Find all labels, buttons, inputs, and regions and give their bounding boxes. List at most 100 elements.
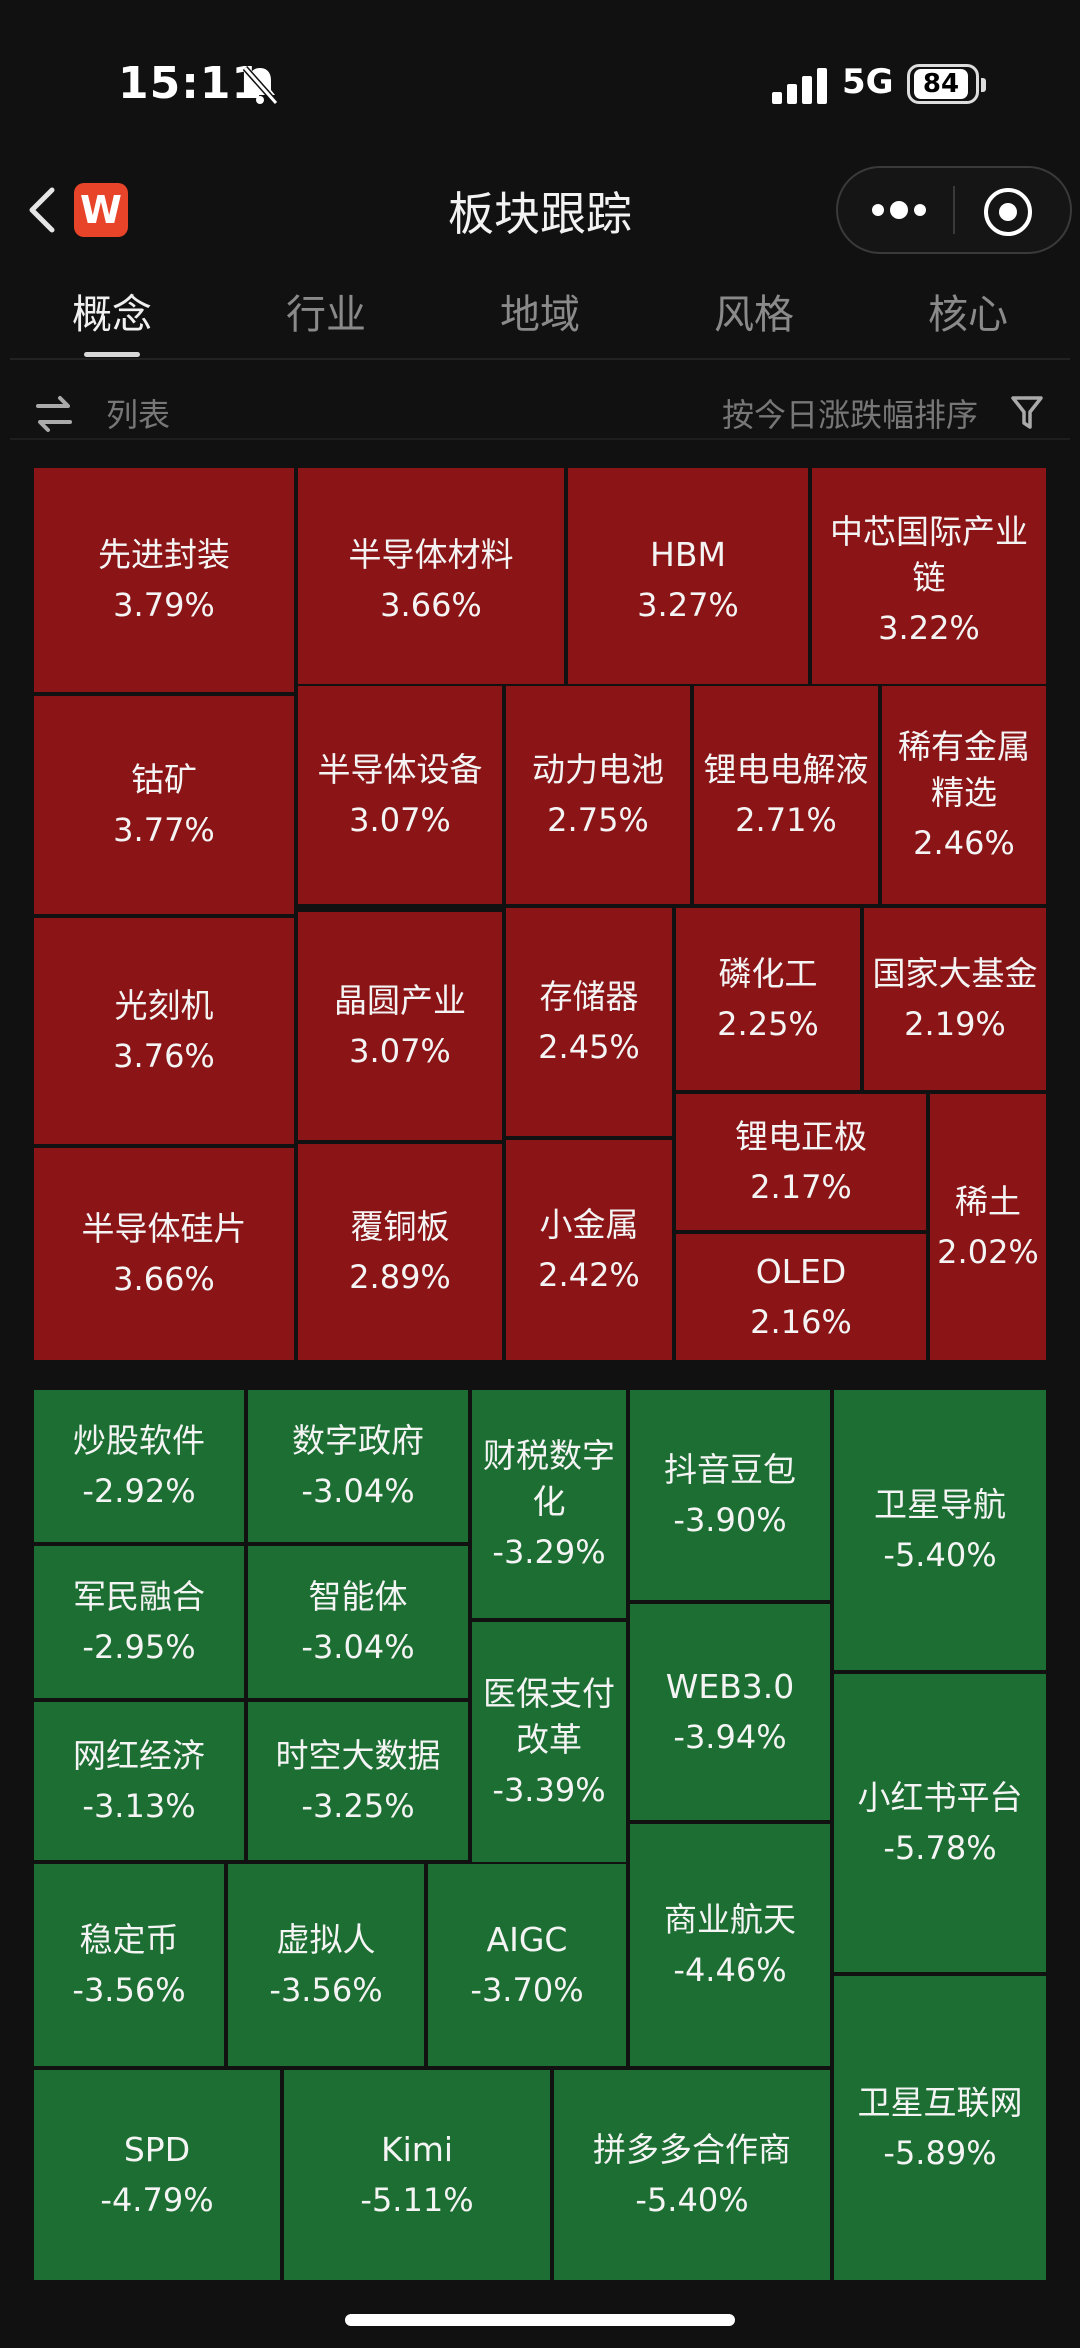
sector-name: 稳定币	[79, 1920, 179, 1959]
sector-change: 2.25%	[717, 1005, 819, 1043]
sector-change: -3.25%	[301, 1787, 415, 1825]
sector-tile[interactable]: 先进封装 3.79%	[32, 466, 296, 694]
sector-name: 拼多多合作商	[593, 2130, 791, 2169]
battery-level: 84	[914, 69, 968, 99]
tab-concept[interactable]: 概念	[72, 292, 152, 338]
sector-name: 网红经济	[73, 1736, 205, 1775]
sector-tile[interactable]: 动力电池 2.75%	[504, 684, 692, 906]
sector-name: 半导体设备	[317, 750, 483, 789]
sector-tile[interactable]: 小金属 2.42%	[504, 1138, 674, 1362]
sector-tile[interactable]: HBM 3.27%	[566, 466, 810, 694]
sector-change: -3.04%	[301, 1472, 415, 1510]
sector-tile[interactable]: 晶圆产业 3.07%	[296, 910, 504, 1142]
sector-tile[interactable]: 数字政府 -3.04%	[246, 1388, 470, 1544]
sector-name: 半导体硅片	[81, 1209, 247, 1248]
sector-name: Kimi	[380, 2130, 454, 2169]
sector-tile[interactable]: 稀土 2.02%	[928, 1092, 1048, 1362]
sector-tile[interactable]: 财税数字化 -3.29%	[470, 1388, 628, 1620]
sector-tile[interactable]: 炒股软件 -2.92%	[32, 1388, 246, 1544]
sector-change: -3.90%	[673, 1501, 787, 1539]
sector-name: 先进封装	[98, 535, 230, 574]
sector-tile[interactable]: 拼多多合作商 -5.40%	[552, 2068, 832, 2282]
sector-change: 2.89%	[349, 1258, 451, 1296]
sector-change: -3.70%	[470, 1971, 584, 2009]
sector-name: 数字政府	[292, 1421, 424, 1460]
sector-name: 存储器	[539, 977, 639, 1016]
sector-tile[interactable]: 国家大基金 2.19%	[862, 906, 1048, 1092]
sector-tile[interactable]: 医保支付改革 -3.39%	[470, 1620, 628, 1864]
sector-tile[interactable]: 存储器 2.45%	[504, 906, 674, 1138]
sector-tile[interactable]: 商业航天 -4.46%	[628, 1822, 832, 2068]
sector-tile[interactable]: 军民融合 -2.95%	[32, 1544, 246, 1700]
sector-change: 2.46%	[913, 824, 1015, 862]
sector-change: -5.78%	[883, 1829, 997, 1867]
sort-label[interactable]: 按今日涨跌幅排序	[721, 396, 978, 434]
sector-name: 覆铜板	[350, 1207, 450, 1246]
sector-tile[interactable]: 磷化工 2.25%	[674, 906, 862, 1092]
sector-tile[interactable]: 光刻机 3.76%	[32, 916, 296, 1146]
tab-active-indicator	[84, 352, 140, 357]
tab-style[interactable]: 风格	[714, 292, 794, 338]
sector-tile[interactable]: 时空大数据 -3.25%	[246, 1700, 470, 1862]
sector-tile[interactable]: 虚拟人 -3.56%	[226, 1862, 426, 2068]
sector-tile[interactable]: 抖音豆包 -3.90%	[628, 1388, 832, 1602]
sector-name: 稀土	[955, 1182, 1021, 1221]
sector-tile[interactable]: 智能体 -3.04%	[246, 1544, 470, 1700]
sector-tile[interactable]: 覆铜板 2.89%	[296, 1142, 504, 1362]
sector-tile[interactable]: 半导体硅片 3.66%	[32, 1146, 296, 1362]
sector-change: -5.40%	[883, 1536, 997, 1574]
mute-bell-icon	[242, 66, 279, 105]
sector-change: -3.04%	[301, 1628, 415, 1666]
sector-tile[interactable]: AIGC -3.70%	[426, 1862, 628, 2068]
list-toggle-label[interactable]: 列表	[106, 396, 171, 434]
battery-icon: 84	[907, 64, 979, 104]
sector-tile[interactable]: 钴矿 3.77%	[32, 694, 296, 916]
sector-name: 晶圆产业	[334, 981, 466, 1020]
sector-name: 时空大数据	[275, 1736, 441, 1775]
sector-tile[interactable]: WEB3.0 -3.94%	[628, 1602, 832, 1822]
sector-tile[interactable]: 锂电电解液 2.71%	[692, 684, 880, 906]
sector-change: 3.76%	[113, 1037, 215, 1075]
sector-name: SPD	[123, 2130, 191, 2169]
close-target-icon[interactable]	[982, 186, 1034, 238]
sector-name: 半导体材料	[348, 535, 514, 574]
sector-change: -3.29%	[492, 1533, 606, 1571]
sector-tile[interactable]: 稳定币 -3.56%	[32, 1862, 226, 2068]
filter-icon[interactable]	[1010, 394, 1044, 432]
sector-tile[interactable]: 锂电正极 2.17%	[674, 1092, 928, 1232]
sector-name: 国家大基金	[872, 954, 1038, 993]
sector-change: 2.45%	[538, 1028, 640, 1066]
sector-tile[interactable]: 半导体设备 3.07%	[296, 684, 504, 906]
sector-name: 卫星互联网	[857, 2083, 1023, 2122]
sector-name: HBM	[650, 535, 726, 574]
swap-arrows-icon[interactable]	[34, 394, 74, 434]
tab-bar: 概念 行业 地域 风格 核心	[0, 282, 1080, 352]
more-dots-icon[interactable]	[864, 190, 934, 230]
sector-tile[interactable]: 卫星导航 -5.40%	[832, 1388, 1048, 1672]
sector-tile[interactable]: 小红书平台 -5.78%	[832, 1672, 1048, 1974]
sector-tile[interactable]: 中芯国际产业链 3.22%	[810, 466, 1048, 694]
sector-change: -5.89%	[883, 2134, 997, 2172]
page-title: 板块跟踪	[448, 187, 632, 241]
sector-name: 炒股软件	[73, 1421, 205, 1460]
sector-name: 虚拟人	[276, 1920, 376, 1959]
sector-tile[interactable]: 稀有金属精选 2.46%	[880, 684, 1048, 906]
sector-change: -2.95%	[82, 1628, 196, 1666]
tab-core[interactable]: 核心	[928, 292, 1008, 338]
signal-icon	[772, 68, 827, 104]
sector-tile[interactable]: Kimi -5.11%	[282, 2068, 552, 2282]
sector-change: -3.39%	[492, 1771, 606, 1809]
sector-change: -2.92%	[82, 1472, 196, 1510]
tab-industry[interactable]: 行业	[286, 292, 366, 338]
sector-change: -5.40%	[635, 2181, 749, 2219]
sector-tile[interactable]: SPD -4.79%	[32, 2068, 282, 2282]
tab-region[interactable]: 地域	[500, 292, 580, 338]
sector-tile[interactable]: 网红经济 -3.13%	[32, 1700, 246, 1862]
back-chevron-icon[interactable]	[22, 184, 62, 236]
sector-change: -4.79%	[100, 2181, 214, 2219]
sector-change: -5.11%	[360, 2181, 474, 2219]
sector-tile[interactable]: 卫星互联网 -5.89%	[832, 1974, 1048, 2282]
sector-change: 2.16%	[750, 1303, 852, 1341]
sector-tile[interactable]: OLED 2.16%	[674, 1232, 928, 1362]
sector-tile[interactable]: 半导体材料 3.66%	[296, 466, 566, 694]
